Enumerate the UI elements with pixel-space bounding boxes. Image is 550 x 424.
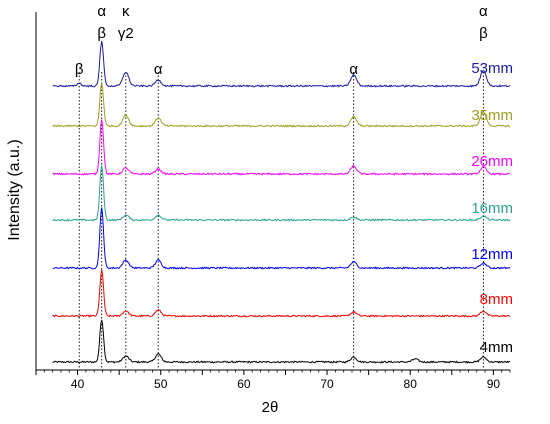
phase-label: α xyxy=(97,3,106,20)
phase-label: β xyxy=(75,61,84,78)
x-tick-label: 90 xyxy=(487,377,501,391)
x-tick-label: 50 xyxy=(154,377,168,391)
x-tick-label: 40 xyxy=(71,377,85,391)
traces xyxy=(52,41,511,364)
series-labels: 4mm 8mm 12mm 16mm 26mm 35mm 53mm xyxy=(471,60,513,356)
phase-label: κ xyxy=(122,3,130,20)
x-tick-label: 70 xyxy=(320,377,334,391)
x-tick-label: 60 xyxy=(237,377,251,391)
series-trace xyxy=(52,207,511,270)
axes: 40 50 60 70 80 90 xyxy=(35,12,511,391)
x-axis-label: 2θ xyxy=(262,399,279,416)
series-label: 53mm xyxy=(471,60,513,77)
series-trace xyxy=(52,319,511,364)
phase-label: β xyxy=(479,25,488,42)
series-trace xyxy=(52,269,511,318)
series-label: 16mm xyxy=(471,200,513,217)
series-label: 8mm xyxy=(480,291,513,308)
series-trace xyxy=(52,41,511,88)
phase-label: α xyxy=(154,61,163,78)
y-axis-label: Intensity (a.u.) xyxy=(6,139,23,240)
series-trace xyxy=(52,83,511,128)
series-trace xyxy=(52,165,511,222)
phase-label: α xyxy=(479,3,488,20)
series-label: 4mm xyxy=(480,339,513,356)
phase-label: α xyxy=(349,61,358,78)
phase-label: β xyxy=(97,25,106,42)
phase-label: γ2 xyxy=(118,25,134,42)
x-tick-label: 80 xyxy=(404,377,418,391)
series-label: 12mm xyxy=(471,246,513,263)
series-label: 35mm xyxy=(471,107,513,124)
series-trace xyxy=(52,119,511,176)
series-label: 26mm xyxy=(471,153,513,170)
